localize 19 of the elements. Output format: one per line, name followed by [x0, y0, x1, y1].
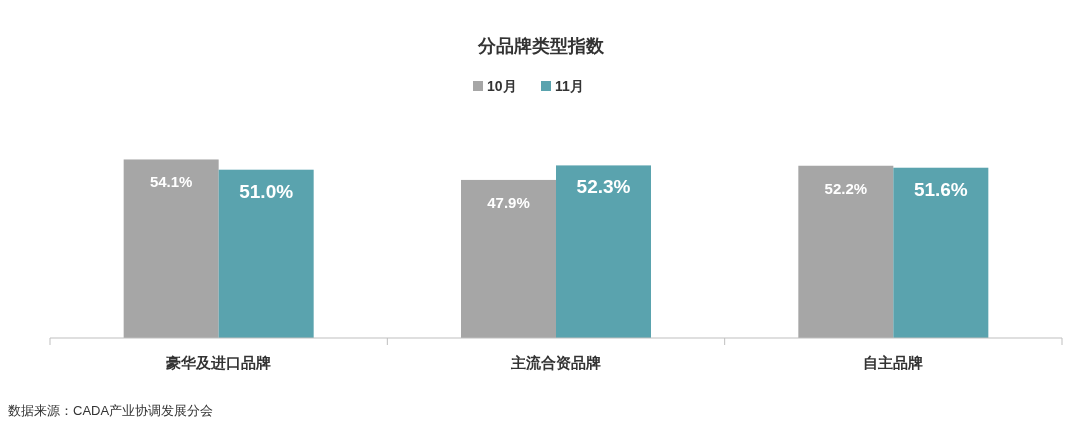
x-tick-label: 自主品牌 [863, 354, 924, 371]
legend-label: 11月 [555, 78, 584, 94]
legend-label: 10月 [487, 78, 517, 94]
bar [218, 169, 314, 338]
bar [461, 179, 556, 338]
bar [893, 167, 989, 338]
data-label: 51.6% [913, 178, 968, 200]
data-label: 51.0% [239, 180, 294, 202]
bar [798, 165, 894, 338]
data-label: 47.9% [487, 193, 530, 211]
data-label: 54.1% [149, 173, 193, 191]
bar [556, 165, 651, 338]
x-tick-label: 主流合资品牌 [510, 354, 601, 371]
chart-title: 分品牌类型指数 [477, 36, 605, 56]
source-note: 数据来源：CADA产业协调发展分会 [8, 403, 214, 418]
bar [123, 159, 219, 338]
data-label: 52.3% [576, 176, 631, 198]
data-label: 52.2% [824, 179, 868, 197]
x-tick-label: 豪华及进口品牌 [165, 354, 272, 371]
